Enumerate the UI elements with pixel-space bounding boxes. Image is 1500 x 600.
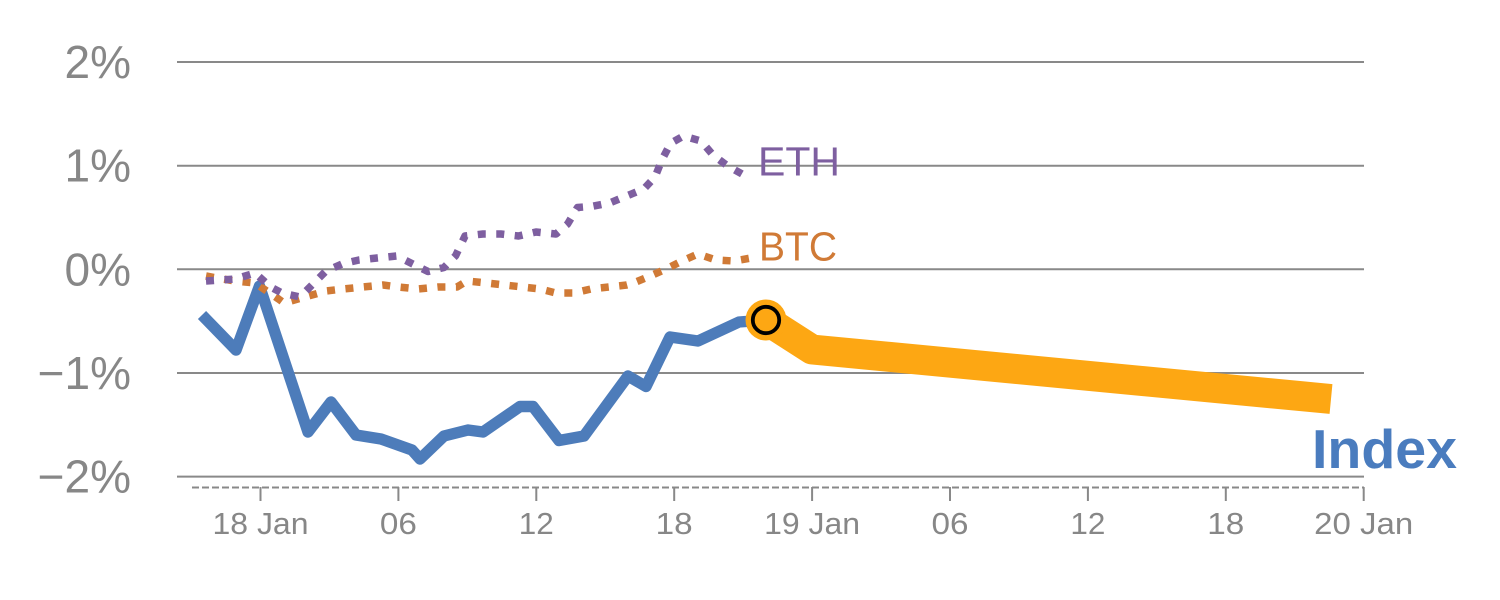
svg-text:06: 06 [380, 507, 417, 541]
svg-text:ETH: ETH [758, 139, 840, 185]
svg-text:18: 18 [656, 507, 693, 541]
svg-text:2%: 2% [65, 36, 131, 88]
svg-text:19 Jan: 19 Jan [764, 507, 860, 541]
svg-text:18 Jan: 18 Jan [213, 507, 309, 541]
svg-text:−1%: −1% [38, 347, 131, 399]
svg-text:12: 12 [1070, 507, 1105, 541]
svg-text:06: 06 [932, 507, 969, 541]
svg-text:0%: 0% [65, 243, 131, 295]
svg-text:−2%: −2% [38, 451, 131, 503]
svg-text:12: 12 [519, 507, 554, 541]
svg-text:BTC: BTC [759, 224, 837, 270]
svg-text:1%: 1% [65, 140, 131, 192]
svg-text:18: 18 [1207, 507, 1244, 541]
svg-text:Index: Index [1312, 418, 1457, 480]
svg-text:20 Jan: 20 Jan [1314, 507, 1413, 541]
